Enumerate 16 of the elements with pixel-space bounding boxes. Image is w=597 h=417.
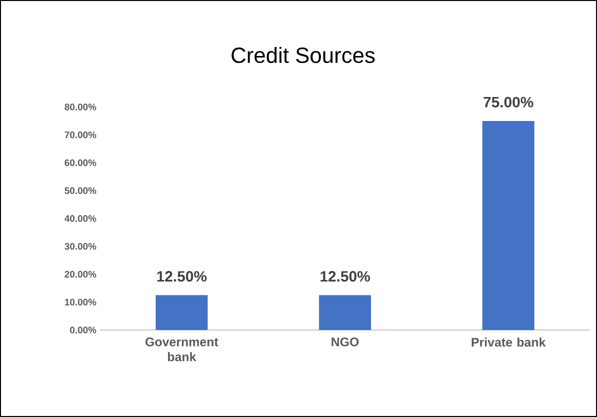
x-tick-label: Private bank <box>472 338 546 347</box>
y-tick-label: 60.00% <box>64 159 96 166</box>
y-tick-label: 50.00% <box>64 187 96 194</box>
y-tick-label: 40.00% <box>64 215 96 222</box>
chart-title: Credit Sources <box>232 46 375 64</box>
y-tick-label: 30.00% <box>64 243 96 250</box>
y-tick-label: 0.00% <box>70 326 96 334</box>
x-tick-label: NGO <box>332 338 359 346</box>
x-tick-label: Government bank <box>146 338 218 362</box>
y-tick-label: 10.00% <box>64 298 96 306</box>
y-tick-label: 70.00% <box>64 132 96 138</box>
data-label: 75.00% <box>484 96 534 108</box>
y-tick-label: 20.00% <box>64 270 96 278</box>
y-tick-label: 80.00% <box>64 104 96 110</box>
data-label: 12.50% <box>320 271 370 282</box>
data-label: 12.50% <box>157 271 207 282</box>
